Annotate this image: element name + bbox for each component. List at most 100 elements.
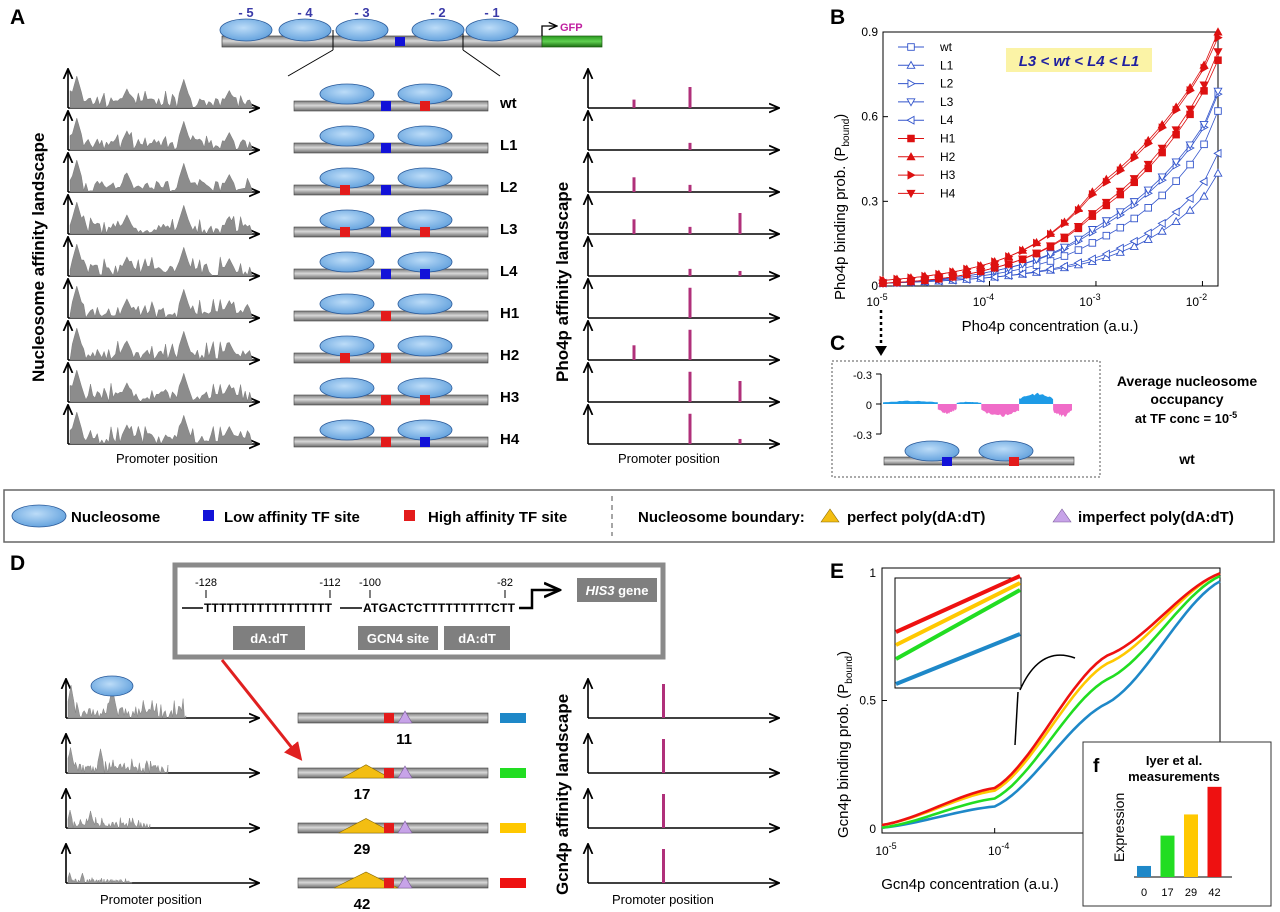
marker-H3 [991,257,1000,267]
nuc-landscape-trace [69,285,253,319]
c-nucleosome-2 [978,440,1034,462]
panel-e: E 0 0.5 1 10-5 10-4 Gcn4p binding prob. (Pbo… [830,560,1272,907]
marker-wt [1088,239,1097,247]
marker-H4 [1185,105,1195,114]
construct-nucleosome-1 [319,125,375,147]
low-affinity-site [395,37,405,46]
construct-nucleosome-1 [319,251,375,273]
panel-e-label: E [830,560,844,583]
pho4p-peak [688,142,692,150]
b-xtick-label: 10-2 [1186,292,1207,309]
high-affinity-site [420,395,430,405]
f-tick-label: 42 [1208,887,1220,899]
construct-nucleosome-2 [397,125,453,147]
marker-wt [1046,257,1055,265]
legend-perfect: perfect poly(dA:dT) [847,509,985,526]
legend-marker [907,134,915,143]
gfp-gene [541,35,603,48]
marker-L1 [1157,226,1167,235]
d-variant-color-key [500,823,526,833]
marker-L4 [975,273,985,283]
gcn4-site-box [358,626,438,650]
marker-L3 [1073,235,1083,244]
legend-high-site: High affinity TF site [428,509,567,526]
d-variant-row-11: 11 [66,675,778,748]
e-ytick-label: 1 [869,566,876,580]
marker-H3 [1102,177,1112,187]
pho4p-peak [632,219,636,234]
f-bar-0 [1137,865,1151,877]
d-nucleosome [90,675,134,697]
occupancy-segment-negative [1053,404,1072,417]
low-affinity-site [381,269,391,279]
marker-H4 [1031,249,1042,258]
marker-H4 [962,270,972,280]
panel-b: B 0 0.3 0.6 0.9 10-5 10-4 10-3 10-2 wt L1 L2 L3 L4 H… [830,6,1223,356]
f-title-line-2: measurements [1128,769,1220,784]
nuc-landscape-trace [69,327,253,361]
marker-L4 [1031,267,1041,277]
marker-L3 [1199,121,1209,130]
d-nuc-trace [67,747,169,774]
dadt-box-2 [444,626,510,650]
marker-H3 [1047,229,1056,239]
imperfect-boundary [397,710,413,724]
marker-L3 [1101,217,1111,226]
marker-H3 [1130,153,1139,163]
marker-L1 [1115,247,1125,256]
marker-L4 [1115,243,1124,253]
zoom-brace [1019,654,1076,691]
red-pointer-arrow [220,659,303,761]
nucleosome-number-2: - 2 [430,5,445,20]
pho4p-peak [688,287,692,318]
f-ylabel: Expression [1111,793,1127,862]
variant-row-H3: H3 [68,364,778,406]
pho4p-peak [738,381,742,402]
pho4p-peak [738,438,742,444]
coord-128: -128 [195,577,217,589]
his3-gene-label: HIS3 gene [586,583,649,598]
marker-H4 [948,273,958,282]
high-affinity-site [340,185,350,195]
marker-H4 [1213,48,1223,57]
marker-H4 [1059,233,1070,242]
pho4p-peak [688,413,692,444]
c-promoter-bar [883,456,1075,466]
f-bar-17 [1160,835,1175,877]
nucleosome-landscape-ylabel: Nucleosome affinity landscape [29,133,48,382]
e-curve-11 [881,580,1221,829]
nuc-landscape-trace [69,369,253,403]
nuc-landscape-trace [69,411,253,445]
d-nuc-trace [67,871,133,884]
e-xtick-label: 10-4 [988,841,1009,858]
legend-boundary: Nucleosome boundary: [638,509,805,526]
marker-H3 [1033,238,1042,248]
nuc-landscape-trace [69,159,253,193]
c-tick-zero: 0 [866,400,872,412]
d-variant-label: 29 [354,841,371,858]
marker-H4 [920,276,930,286]
marker-H3 [1200,63,1209,73]
marker-H4 [906,277,916,287]
d-nuc-trace [67,684,187,719]
marker-H4 [1018,255,1028,264]
legend-nucleosome-icon [11,504,67,528]
marker-L3 [1129,198,1139,207]
low-affinity-site [381,143,391,153]
f-tick-label: 17 [1161,887,1173,899]
d-variant-color-key [500,878,526,888]
pho4p-peak [688,371,692,402]
legend-H4: H4 [898,186,956,200]
legend-high-site-icon [404,510,415,521]
zoom-curve-17 [895,588,1021,661]
variant-row-wt: wt [68,70,778,112]
marker-H3 [1088,190,1098,200]
marker-L4 [1017,269,1027,279]
panel-a: A GFP - 5 - 4 - 3 - 2 - 1 Nucleosome affinit… [10,5,778,466]
construct-nucleosome-2 [397,293,453,315]
variant-row-H4: H4 [68,406,778,448]
gcn4-site [384,768,394,778]
legend-nucleosome: Nucleosome [71,509,160,526]
coord-112: -112 [319,577,340,589]
nuc-landscape-trace [69,75,253,109]
